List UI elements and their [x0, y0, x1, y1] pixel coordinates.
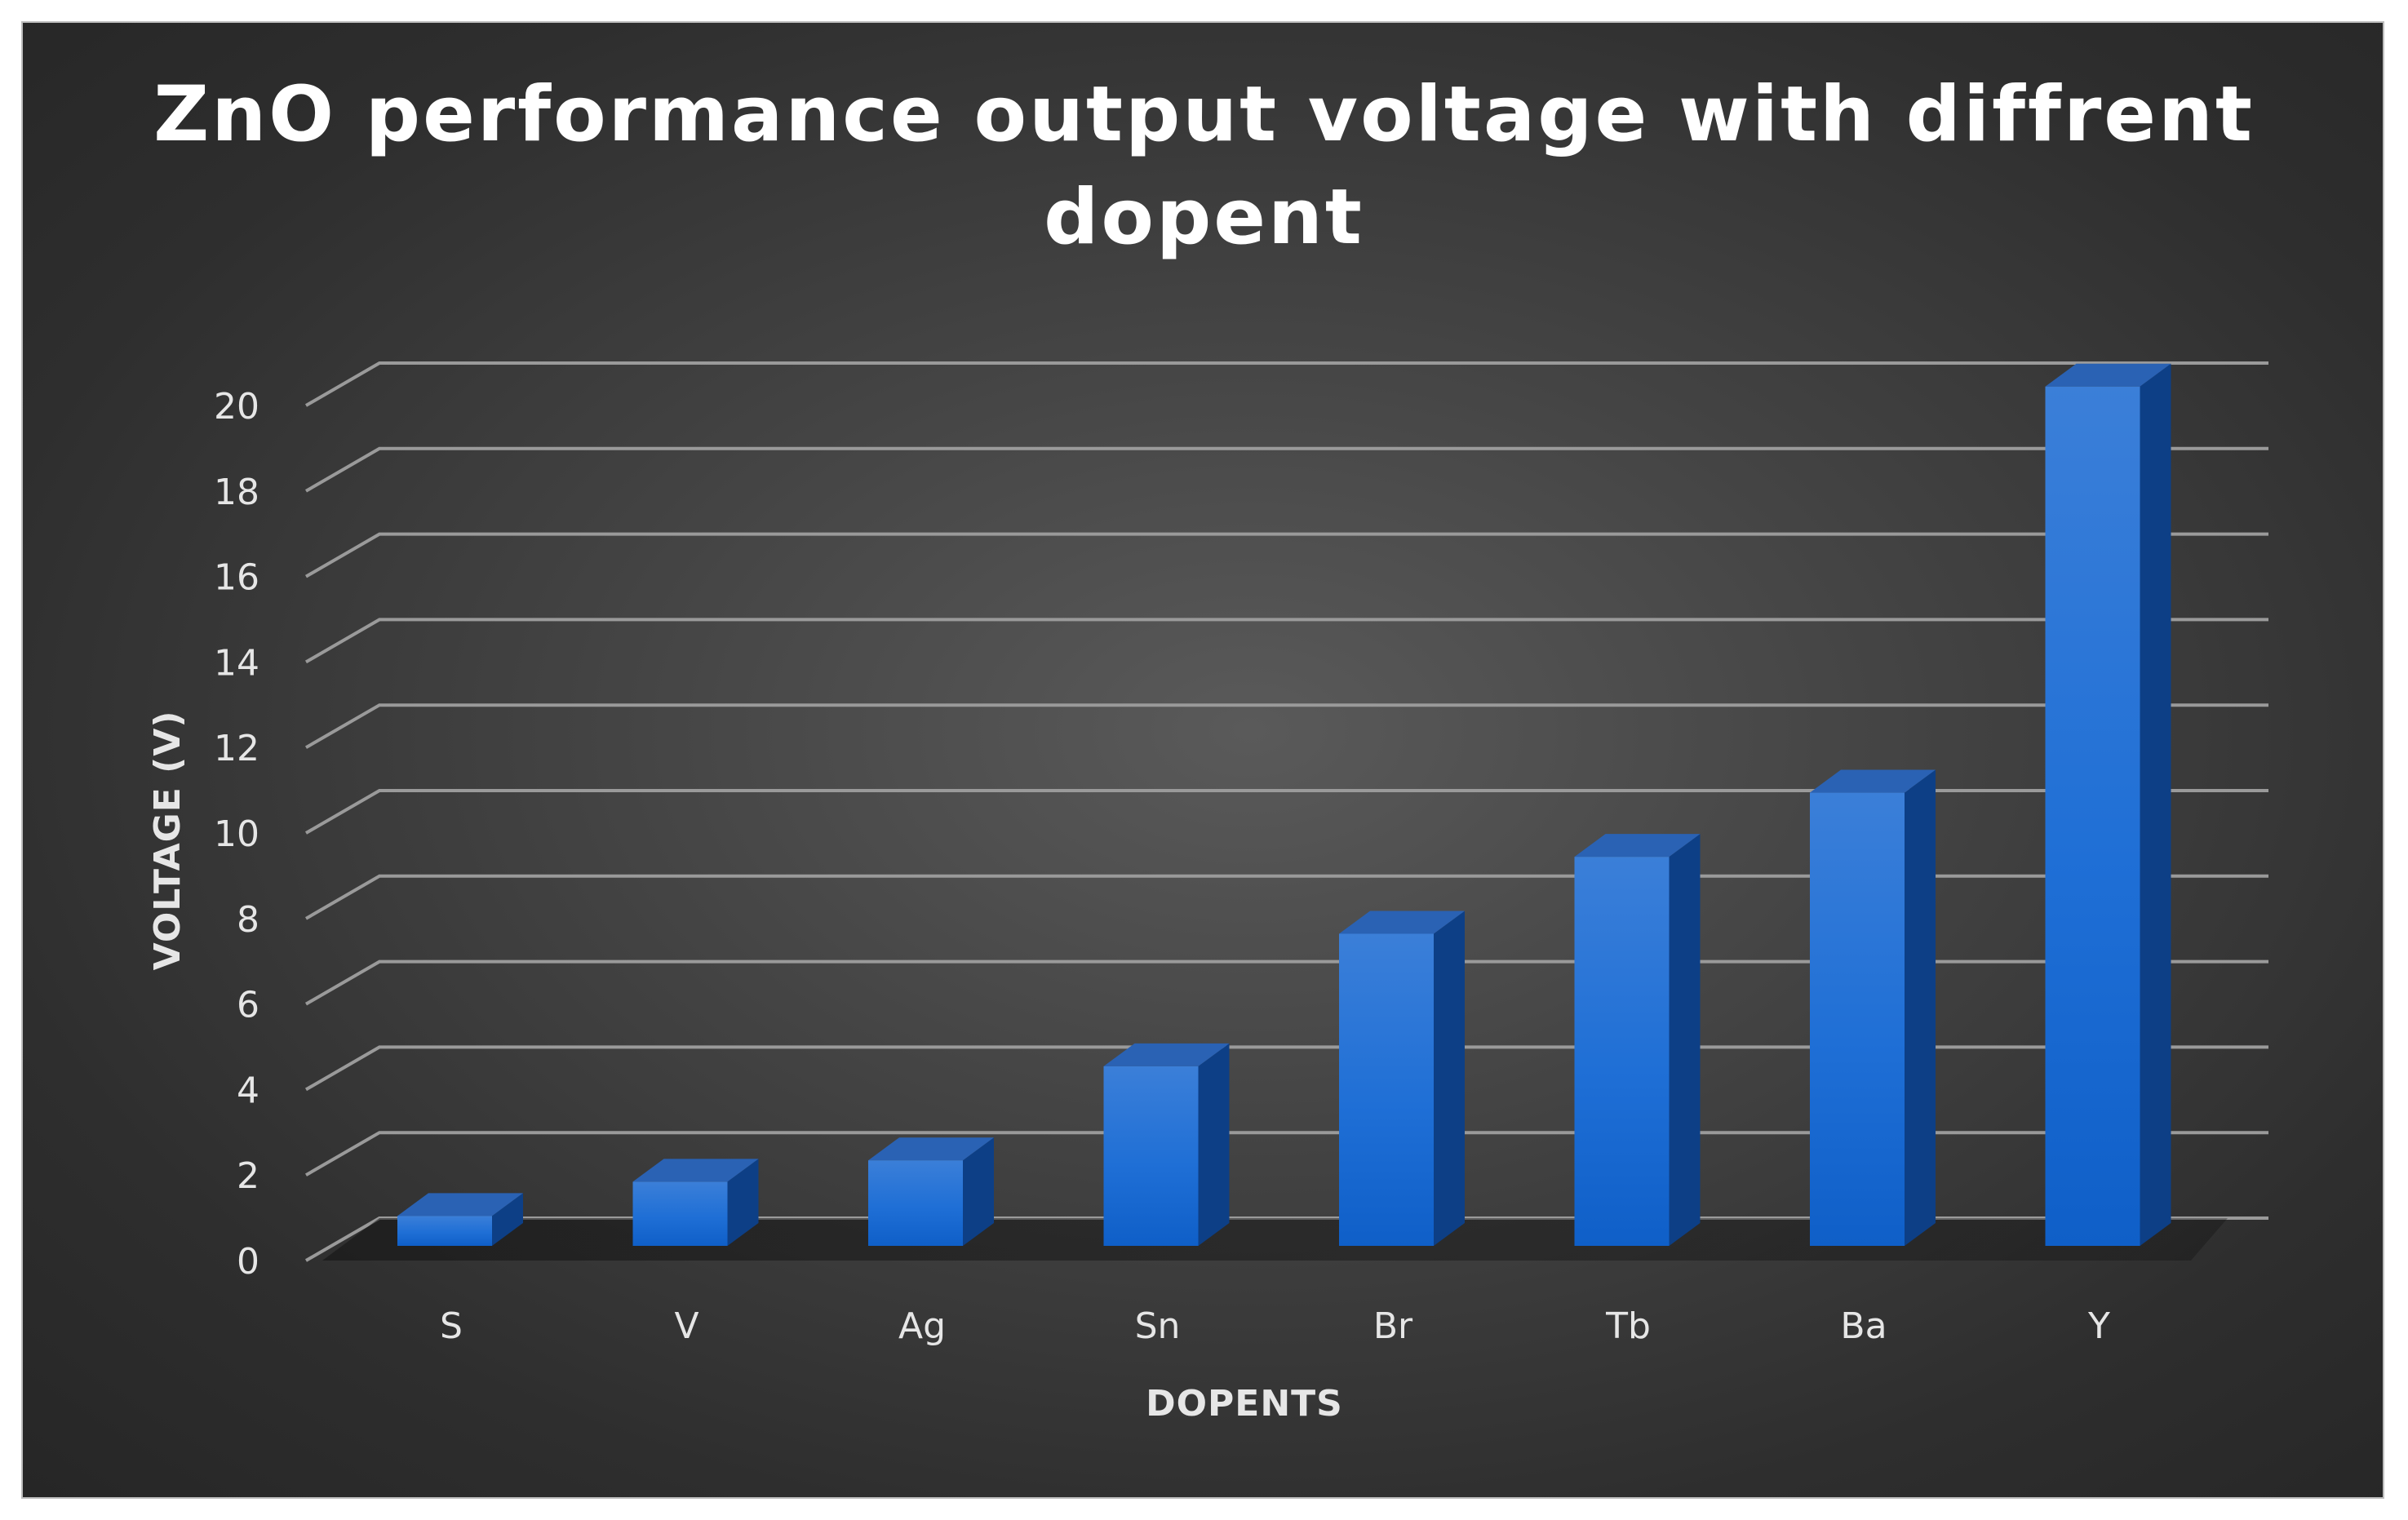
bar-Sn [1103, 1043, 1230, 1246]
y-axis-ticks: 0 2 4 6 8 10 12 14 16 18 20 [214, 386, 259, 1283]
gridline [304, 532, 2268, 578]
x-tick-label: Tb [1605, 1305, 1651, 1347]
y-tick-label: 14 [214, 642, 259, 684]
x-tick-label: V [674, 1305, 698, 1347]
bar-side [727, 1159, 759, 1246]
y-axis-title: VOLTAGE (V) [147, 711, 188, 971]
bar-Br [1339, 911, 1465, 1246]
bar-front [632, 1181, 728, 1246]
x-tick-label: Ba [1840, 1305, 1887, 1347]
gridline [304, 703, 2268, 749]
floor-shadow [322, 1218, 2228, 1261]
bar-side [1198, 1043, 1230, 1246]
gridline [304, 1045, 2268, 1092]
y-tick-label: 18 [214, 472, 259, 513]
bar-Ag [868, 1137, 994, 1246]
y-tick-label: 6 [237, 985, 259, 1026]
bar-front [397, 1216, 492, 1246]
chart-title-line-1: ZnO performance output voltage with diff… [153, 70, 2255, 159]
x-tick-label: S [440, 1305, 463, 1347]
bar-Y [2045, 363, 2171, 1246]
bar-top [1810, 769, 1936, 793]
chart-floor [322, 1218, 2228, 1261]
gridline [304, 618, 2268, 664]
x-axis-ticks: S V Ag Sn Br Tb Ba Y [440, 1305, 2110, 1347]
gridline [304, 959, 2268, 1006]
gridline [304, 874, 2268, 920]
bar-V [632, 1159, 759, 1246]
bar-front [1103, 1066, 1199, 1246]
gridline [304, 361, 2268, 407]
y-tick-label: 16 [214, 557, 259, 599]
bar-top [1103, 1043, 1230, 1066]
bar-front [1339, 933, 1434, 1246]
bar-front [1574, 857, 1670, 1246]
bar-side [1669, 834, 1701, 1246]
y-tick-label: 20 [214, 386, 259, 428]
bar-front [2045, 386, 2140, 1246]
bar-Ba [1810, 769, 1936, 1246]
bar-top [397, 1193, 523, 1216]
bar-top [868, 1137, 994, 1161]
bar-front [868, 1160, 963, 1246]
bar-side [963, 1137, 994, 1246]
y-tick-label: 0 [237, 1241, 259, 1283]
bars [397, 363, 2171, 1246]
bar-side [2140, 363, 2171, 1246]
bar-top [1339, 911, 1465, 934]
x-tick-label: Ag [898, 1305, 946, 1347]
gridline [304, 1131, 2268, 1177]
y-tick-label: 2 [237, 1155, 259, 1197]
bar-top [2045, 363, 2171, 387]
bar-side [492, 1193, 523, 1246]
bar-Tb [1574, 834, 1701, 1246]
bar-side [1905, 769, 1936, 1246]
x-tick-label: Sn [1135, 1305, 1181, 1347]
bar-side [1434, 911, 1465, 1246]
chart-title-line-2: dopent [1044, 173, 1364, 262]
y-tick-label: 8 [237, 899, 259, 941]
x-tick-label: Y [2087, 1305, 2110, 1347]
gridline [304, 446, 2268, 493]
gridline [304, 789, 2268, 835]
x-axis-title: DOPENTS [1146, 1383, 1343, 1425]
gridlines [304, 361, 2268, 1262]
y-tick-label: 12 [214, 728, 259, 769]
bar-top [1574, 834, 1701, 857]
bar-top [632, 1159, 759, 1182]
bar-S [397, 1193, 523, 1246]
y-tick-label: 10 [214, 813, 259, 855]
y-tick-label: 4 [237, 1070, 259, 1111]
x-tick-label: Br [1373, 1305, 1413, 1347]
bar-front [1810, 792, 1905, 1246]
